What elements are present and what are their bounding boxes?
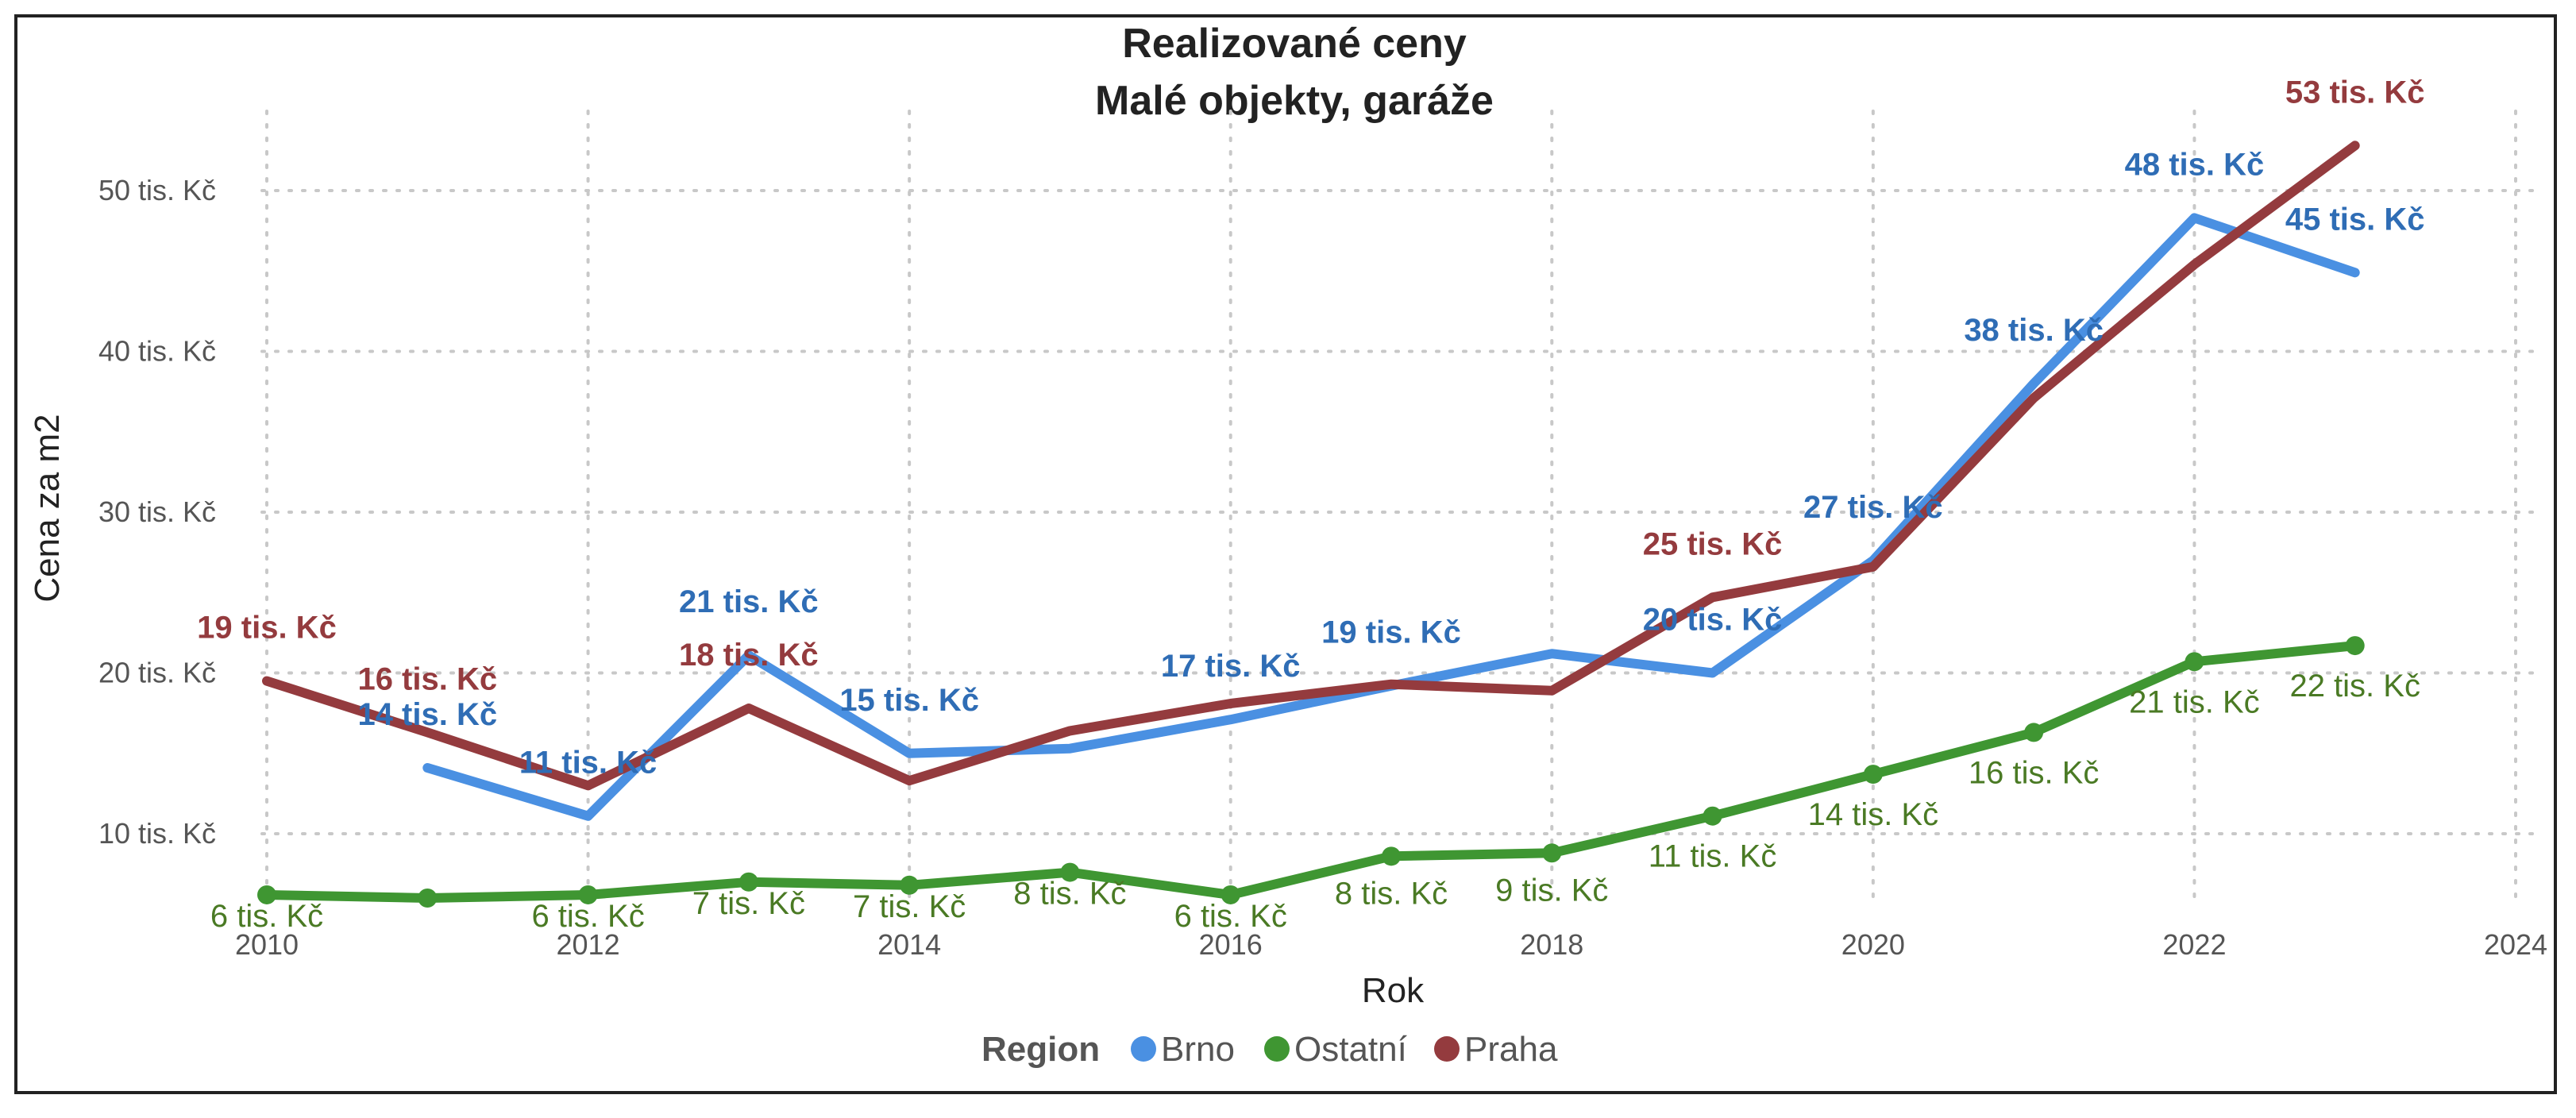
x-axis-title: Rok — [1362, 971, 1425, 1010]
data-point — [738, 872, 758, 892]
data-label: 18 tis. Kč — [679, 638, 819, 673]
x-tick-label: 2022 — [2162, 928, 2226, 961]
chart-subtitle: Malé objekty, garáže — [1095, 78, 1494, 124]
legend-swatch-brno — [1131, 1036, 1156, 1062]
data-label: 19 tis. Kč — [197, 611, 337, 646]
y-tick-label: 10 tis. Kč — [98, 817, 216, 850]
series-points — [257, 636, 2365, 908]
data-point — [900, 875, 920, 895]
data-point — [578, 885, 598, 904]
data-label: 8 tis. Kč — [1335, 876, 1448, 911]
legend-label: Ostatní — [1294, 1030, 1408, 1069]
data-point — [1382, 846, 1401, 866]
data-point — [1703, 806, 1722, 826]
x-tick-label: 2020 — [1841, 928, 1905, 961]
data-label: 45 tis. Kč — [2285, 202, 2425, 237]
data-point — [2024, 723, 2044, 742]
x-tick-label: 2012 — [557, 928, 620, 961]
x-tick-label: 2018 — [1520, 928, 1583, 961]
series-lines — [262, 141, 2360, 903]
data-label: 16 tis. Kč — [1969, 755, 2100, 790]
data-label: 6 tis. Kč — [531, 899, 644, 934]
data-point — [1863, 765, 1883, 785]
x-tick-label: 2010 — [235, 928, 299, 961]
data-point — [2345, 636, 2365, 656]
data-label: 9 tis. Kč — [1495, 873, 1608, 908]
data-point — [1542, 843, 1562, 863]
data-label: 19 tis. Kč — [1321, 615, 1461, 650]
data-point — [257, 885, 276, 904]
legend-title: Region — [981, 1030, 1100, 1069]
x-tick-label: 2014 — [877, 928, 941, 961]
data-label: 8 tis. Kč — [1013, 877, 1126, 912]
data-label: 38 tis. Kč — [1964, 313, 2104, 348]
data-label: 17 tis. Kč — [1161, 649, 1301, 684]
grid — [260, 110, 2535, 899]
data-label: 21 tis. Kč — [2129, 684, 2260, 719]
legend: Region Brno Ostatní Praha — [981, 1030, 1558, 1069]
y-tick-label: 50 tis. Kč — [98, 174, 216, 206]
legend-swatch-praha — [1434, 1036, 1460, 1062]
data-label: 14 tis. Kč — [1808, 797, 1939, 832]
series-line-praha — [262, 141, 2360, 791]
data-point — [2185, 652, 2204, 672]
x-tick-label: 2024 — [2484, 928, 2547, 961]
legend-items: Brno Ostatní Praha — [1131, 1030, 1558, 1069]
data-label: 20 tis. Kč — [1643, 603, 1783, 638]
data-label: 53 tis. Kč — [2285, 75, 2425, 110]
y-axis-title: Cena za m2 — [28, 414, 67, 602]
series-line-ostatní — [262, 641, 2360, 903]
data-label: 21 tis. Kč — [679, 584, 819, 619]
y-tick-label: 20 tis. Kč — [98, 657, 216, 689]
data-label: 15 tis. Kč — [839, 683, 979, 718]
data-labels: 14 tis. Kč 11 tis. Kč 21 tis. Kč 15 tis. Kč… — [197, 75, 2424, 934]
data-label: 14 tis. Kč — [357, 697, 497, 732]
data-label: 48 tis. Kč — [2125, 147, 2265, 182]
data-label: 16 tis. Kč — [357, 661, 497, 696]
y-tick-label: 40 tis. Kč — [98, 335, 216, 368]
data-label: 25 tis. Kč — [1643, 526, 1783, 561]
legend-label: Praha — [1464, 1030, 1558, 1069]
y-tick-label: 30 tis. Kč — [98, 495, 216, 528]
chart-title: Realizované ceny — [1122, 21, 1467, 67]
data-label: 6 tis. Kč — [210, 899, 323, 934]
data-label: 6 tis. Kč — [1174, 899, 1287, 934]
data-label: 27 tis. Kč — [1803, 490, 1943, 525]
chart-frame — [14, 14, 2557, 1094]
data-label: 11 tis. Kč — [519, 746, 657, 781]
data-label: 7 tis. Kč — [853, 889, 966, 924]
legend-swatch-ostatní — [1264, 1036, 1290, 1062]
data-point — [1060, 862, 1080, 882]
data-label: 22 tis. Kč — [2289, 669, 2420, 704]
data-label: 7 tis. Kč — [692, 886, 805, 921]
data-point — [418, 889, 438, 908]
x-tick-label: 2016 — [1199, 928, 1263, 961]
x-axis-ticks: 2010 2012 2014 2016 2018 2020 2022 2024 — [235, 928, 2547, 961]
data-point — [1221, 885, 1240, 904]
legend-label: Brno — [1161, 1030, 1235, 1069]
y-axis-ticks: 10 tis. Kč 20 tis. Kč 30 tis. Kč 40 tis. Kč… — [98, 174, 216, 850]
data-label: 11 tis. Kč — [1649, 839, 1777, 874]
